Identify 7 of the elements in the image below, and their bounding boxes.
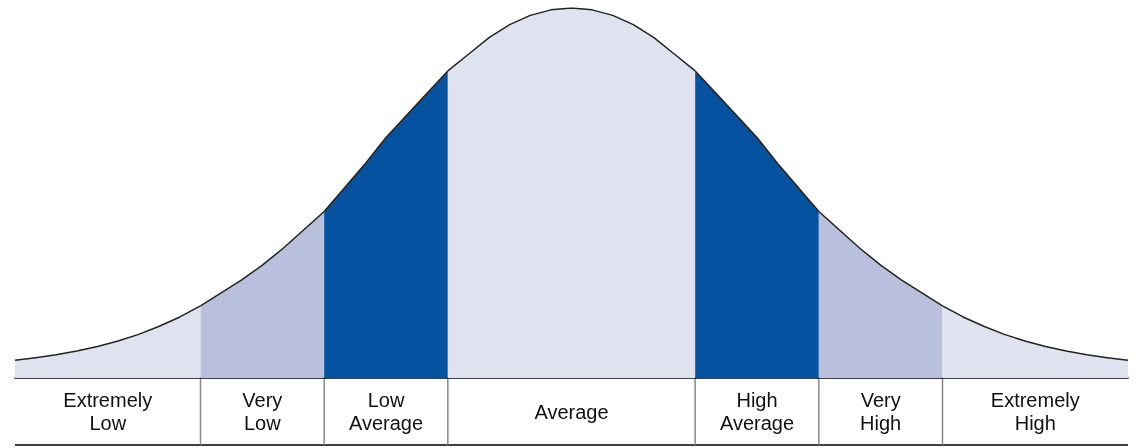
series-label: Low Average [348,389,424,434]
series-label: Very Low [242,389,283,434]
series-label: Very High [860,389,902,434]
series-label: Extremely High [990,389,1080,434]
series-label: Extremely Low [63,389,153,434]
series-label: Average [534,400,609,423]
series-label: High Average [719,389,795,434]
